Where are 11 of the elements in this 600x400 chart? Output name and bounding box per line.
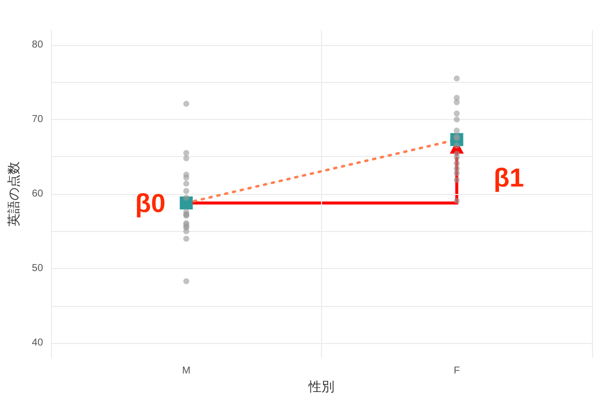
y-tick-label: 80 (32, 39, 44, 50)
annotation: β0 (135, 188, 166, 218)
y-tick-label: 60 (32, 188, 44, 200)
y-tick-label: 50 (32, 263, 44, 274)
y-tick-label: 40 (32, 338, 44, 349)
y-tick-label: 70 (32, 114, 44, 125)
y-axis-title: 英語の点数 (7, 162, 22, 226)
annotation: β1 (494, 162, 524, 192)
x-tick-label: M (182, 366, 190, 376)
x-axis-title: 性別 (308, 380, 335, 395)
x-tick-label: F (454, 366, 460, 376)
